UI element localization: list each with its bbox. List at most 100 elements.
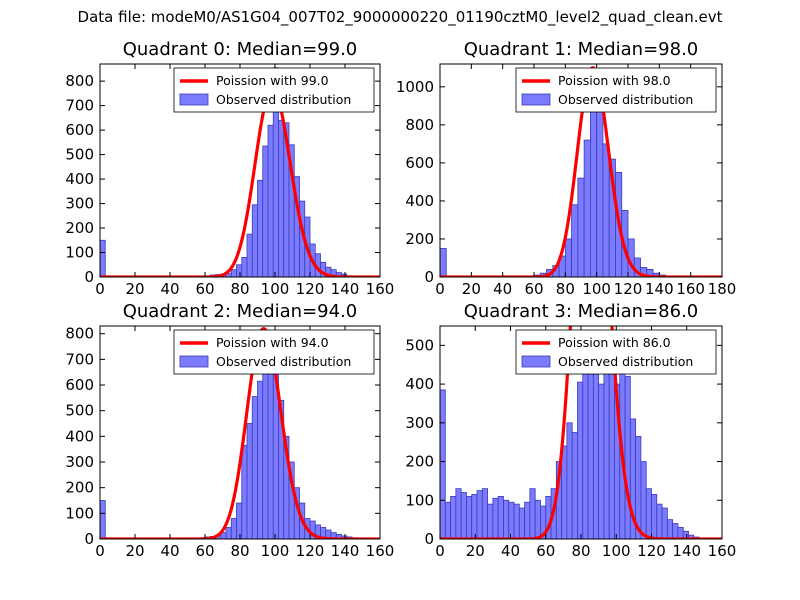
quadrant-3-panel: 0 20 40 60 80 100 120 140 160 0 100 200 300 400 500 Qua… [405,301,736,560]
figure-title: Data file: modeM0/AS1G04_007T02_90000002… [77,8,723,26]
histogram-bar [571,432,578,539]
histogram-bar [672,523,679,539]
histogram-bar [466,495,473,539]
quadrant-2-panel: 0 20 40 60 80 100 120 140 160 0 100 200 300 400 500 600… [65,301,394,560]
histogram-bar [471,494,478,539]
histogram-bar [241,444,248,539]
panel-title: Quadrant 0: Median=99.0 [123,39,358,60]
y-tick-label: 700 [65,97,94,115]
histogram-bar [100,239,106,277]
y-tick-label: 0 [424,530,434,548]
y-tick-label: 800 [65,325,94,343]
histogram-bar [518,507,525,539]
y-tick-label: 500 [65,402,94,420]
poisson-curve [440,66,722,277]
x-tick-label: 80 [571,542,590,560]
x-tick-label: 120 [614,280,643,298]
y-tick-label: 1000 [396,78,434,96]
y-tick-label: 400 [65,170,94,188]
histogram-bar [262,145,269,277]
x-tick-label: 120 [296,542,325,560]
x-tick-label: 80 [556,280,575,298]
histogram-bar [656,503,663,539]
x-tick-label: 100 [602,542,631,560]
x-tick-label: 100 [261,542,290,560]
x-tick-label: 120 [296,280,325,298]
x-tick-label: 100 [261,280,290,298]
histogram-bar [251,396,258,539]
histogram-bar [241,257,248,277]
plot-area [100,67,380,277]
legend: Poission with 86.0 Observed distribution [515,329,717,375]
histogram-bar [640,461,647,539]
plot-area [100,326,380,539]
histogram-bar [230,518,237,539]
histogram-bar [278,119,285,277]
legend-bars-swatch [179,355,209,368]
histogram-bar [566,422,573,539]
histogram-bar [455,488,462,539]
histogram-bar [645,488,652,539]
y-tick-label: 700 [65,350,94,368]
histogram-bar [236,502,243,539]
y-tick-label: 800 [65,72,94,90]
y-tick-label: 500 [405,336,434,354]
y-tick-label: 600 [65,121,94,139]
panel-title: Quadrant 3: Median=86.0 [464,301,699,322]
histogram-bar [596,86,604,277]
histogram-bar [450,495,457,539]
histogram-bar [582,360,589,539]
y-tick-label: 600 [65,376,94,394]
y-tick-label: 200 [405,453,434,471]
x-tick-label: 60 [524,280,543,298]
histogram-bar [513,503,520,539]
y-tick-label: 200 [65,479,94,497]
y-tick-label: 0 [84,530,94,548]
histogram-bar [508,501,515,539]
legend: Poission with 94.0 Observed distribution [173,329,375,375]
histogram-bar [583,139,591,277]
histogram-bar [481,488,488,539]
x-tick-label: 40 [160,542,179,560]
legend: Poission with 99.0 Observed distribution [173,67,375,113]
x-tick-label: 20 [466,542,485,560]
histogram-bar [524,501,531,539]
panel-title: Quadrant 1: Median=98.0 [464,39,699,60]
y-tick-label: 400 [405,192,434,210]
x-tick-label: 160 [366,542,395,560]
histogram-bar [666,519,674,539]
legend-bars-swatch [521,93,551,106]
poisson-curve [100,86,380,277]
x-tick-label: 60 [536,542,555,560]
histogram-bar [225,527,232,539]
histogram-bar [476,490,483,539]
x-tick-label: 180 [708,280,737,298]
histogram-bar [236,264,243,277]
histogram-bar [534,499,541,539]
histogram-bar [246,233,253,277]
y-tick-label: 0 [84,268,94,286]
histogram-bar [267,124,274,277]
histogram-bar [661,507,668,539]
legend-bars-label: Observed distribution [216,92,351,107]
histogram-bar [577,177,585,277]
histogram-bar [440,389,446,539]
x-tick-label: 60 [195,280,214,298]
histogram-bar [251,204,258,277]
legend-bars-label: Observed distribution [216,354,351,369]
y-tick-label: 300 [405,414,434,432]
x-tick-label: 60 [195,542,214,560]
y-tick-label: 400 [65,427,94,445]
histogram-bar [460,492,467,539]
y-tick-label: 0 [424,268,434,286]
x-tick-label: 20 [462,280,481,298]
x-tick-label: 160 [676,280,705,298]
x-tick-label: 0 [435,542,445,560]
histogram-bar [497,495,504,539]
y-tick-label: 100 [65,504,94,522]
legend-bars-swatch [179,93,209,106]
x-tick-label: 0 [95,542,105,560]
histogram-bar [487,503,494,539]
x-tick-label: 20 [125,542,144,560]
y-tick-label: 200 [65,219,94,237]
